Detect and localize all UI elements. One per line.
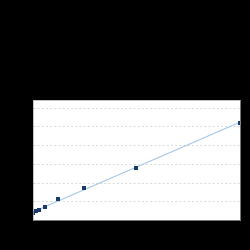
Point xyxy=(44,205,48,209)
Point xyxy=(56,198,60,202)
Point xyxy=(238,120,242,124)
X-axis label: Human IL1RA
Concentration (pg/ml): Human IL1RA Concentration (pg/ml) xyxy=(102,232,171,243)
Y-axis label: OD: OD xyxy=(11,155,16,165)
Point xyxy=(34,210,38,214)
Point xyxy=(82,186,86,190)
Point xyxy=(134,166,138,170)
Point xyxy=(37,208,41,212)
Point xyxy=(30,210,34,214)
